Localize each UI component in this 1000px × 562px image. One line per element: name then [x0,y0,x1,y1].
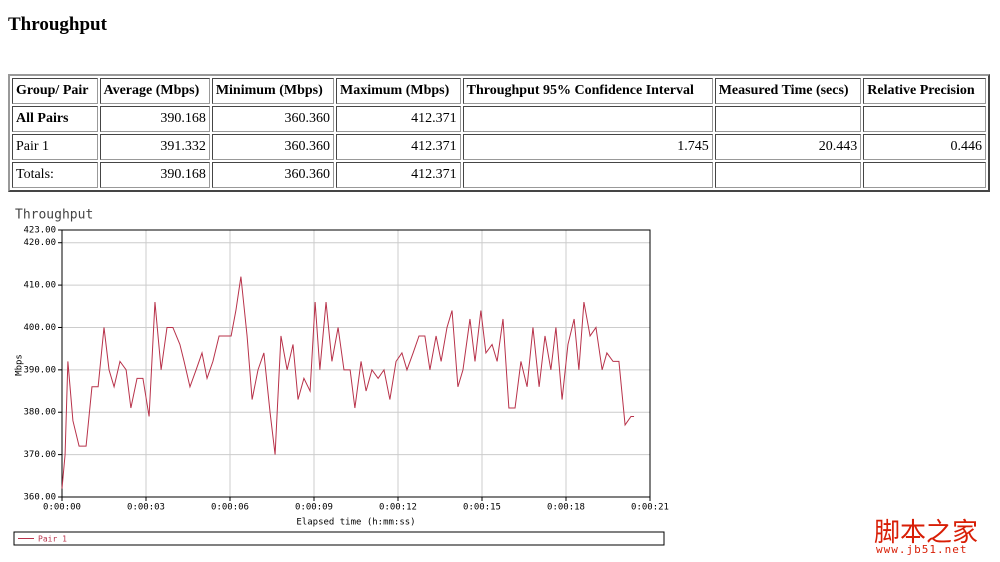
table-cell: 390.168 [99,106,210,132]
page-title: Throughput [8,14,107,35]
x-axis-label: Elapsed time (h:mm:ss) [296,518,415,528]
x-tick-label: 0:00:21 [631,503,669,513]
legend-box [13,531,665,546]
column-header: Maximum (Mbps) [335,78,461,104]
table-cell: 412.371 [335,106,461,132]
legend-label: Pair 1 [38,535,67,544]
table-cell: 391.332 [99,134,210,160]
x-tick-label: 0:00:18 [547,503,585,513]
x-tick-label: 0:00:12 [379,503,417,513]
table-cell: All Pairs [12,106,98,132]
table-cell: 360.360 [211,134,334,160]
table-cell [714,106,862,132]
watermark-brand: 脚本之家 [874,518,979,548]
y-tick-label: 370.00 [23,450,56,460]
table-row: Totals: 390.168 360.360 412.371 [12,162,986,188]
column-header: Group/ Pair [12,78,98,104]
table-cell: Totals: [12,162,98,188]
table-cell [462,162,713,188]
column-header: Minimum (Mbps) [211,78,334,104]
header-row: Group/ Pair Average (Mbps) Minimum (Mbps) M… [12,78,986,104]
table-cell [863,106,986,132]
table-cell: 360.360 [211,162,334,188]
table-row: All Pairs 390.168 360.360 412.371 [12,106,986,132]
table-cell: 20.443 [714,134,862,160]
x-tick-label: 0:00:15 [463,503,501,513]
watermark-url: www.jb51.net [876,543,968,556]
y-tick-label: 400.00 [23,323,56,333]
results-table: Group/ Pair Average (Mbps) Minimum (Mbps) M… [8,74,990,192]
column-header: Measured Time (secs) [714,78,862,104]
x-tick-label: 0:00:00 [43,503,81,513]
column-header: Throughput 95% Confidence Interval [462,78,713,104]
y-tick-label: 360.00 [23,493,56,503]
plot-frame [61,229,651,498]
table-cell: 412.371 [335,162,461,188]
table-cell: 390.168 [99,162,210,188]
table-cell: Pair 1 [12,134,98,160]
table-cell [462,106,713,132]
table-cell [714,162,862,188]
column-header: Average (Mbps) [99,78,210,104]
table-cell: 0.446 [863,134,986,160]
table-cell: 412.371 [335,134,461,160]
y-axis-label: Mbps [15,354,25,376]
x-tick-label: 0:00:03 [127,503,165,513]
table-row: Pair 1 391.332 360.360 412.371 1.745 20.443 0.… [12,134,986,160]
y-tick-label: 410.00 [23,281,56,291]
y-tick-label: 390.00 [23,365,56,375]
column-header: Relative Precision [863,78,986,104]
y-tick-label: 380.00 [23,408,56,418]
table-cell: 1.745 [462,134,713,160]
chart-title: Throughput [15,208,93,223]
x-tick-label: 0:00:06 [211,503,249,513]
data-line [61,276,635,489]
table-cell: 360.360 [211,106,334,132]
y-tick-label: 420.00 [23,238,56,248]
y-tick-label: 423.00 [23,226,56,236]
x-tick-label: 0:00:09 [295,503,333,513]
table-cell [863,162,986,188]
